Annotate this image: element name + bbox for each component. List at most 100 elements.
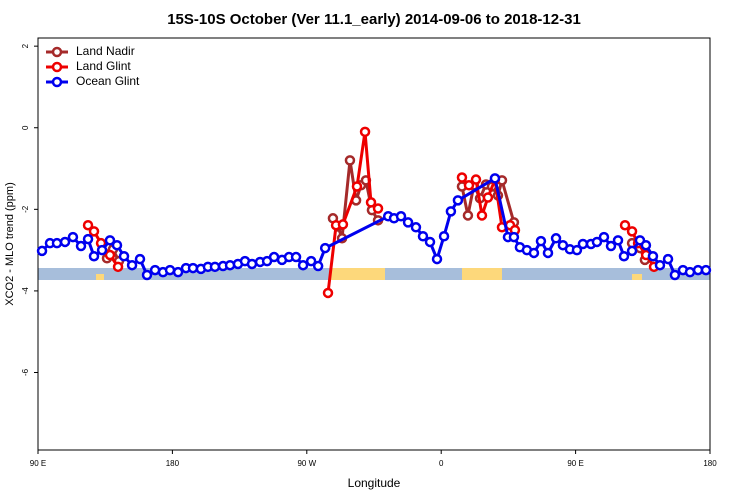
data-point [700, 264, 712, 276]
data-point [598, 231, 610, 243]
data-point [577, 238, 589, 250]
y-tick-label: -2 [21, 205, 30, 213]
land-band [330, 268, 385, 280]
data-point [605, 240, 617, 252]
data-point [550, 233, 562, 244]
x-tick-label: 90 W [297, 459, 316, 468]
land-ocean-band [38, 268, 710, 280]
data-point [618, 250, 630, 262]
x-tick-label: 180 [703, 459, 717, 468]
legend-marker [51, 76, 63, 88]
data-point [372, 203, 384, 214]
data-point [96, 244, 108, 256]
legend-label: Ocean Glint [76, 74, 140, 88]
legend-marker [51, 61, 63, 73]
data-point [619, 219, 631, 231]
data-point [134, 253, 146, 265]
data-point [462, 210, 474, 221]
data-point [508, 231, 520, 243]
data-point [654, 259, 666, 271]
data-point [482, 192, 494, 203]
data-point [297, 259, 309, 271]
data-point [104, 249, 116, 261]
data-point [359, 126, 371, 138]
data-point [684, 266, 696, 278]
data-point [535, 235, 547, 247]
data-point [209, 261, 221, 273]
y-axis-label: XCO2 - MLO trend (ppm) [4, 182, 16, 305]
data-point [476, 210, 488, 221]
plot-frame [37, 37, 711, 451]
data-point [319, 242, 331, 254]
data-point [410, 222, 422, 233]
x-tick-label: 90 E [567, 459, 583, 468]
data-point [118, 250, 130, 262]
data-point [88, 250, 100, 262]
data-point [351, 181, 363, 192]
y-tick-label: -4 [21, 287, 30, 295]
data-point [322, 287, 334, 299]
legend-marker [51, 46, 63, 58]
legend-label: Land Nadir [76, 44, 135, 58]
data-point [489, 173, 501, 184]
data-point [470, 174, 482, 185]
data-point [312, 260, 324, 272]
data-point [172, 266, 184, 278]
data-point [626, 226, 638, 237]
legend-label: Land Glint [76, 59, 131, 73]
x-tick-label: 90 E [30, 459, 46, 468]
data-point [662, 253, 674, 265]
data-point [647, 250, 659, 262]
data-point [463, 180, 475, 191]
data-point [438, 230, 450, 242]
data-point [344, 155, 356, 166]
data-point [290, 251, 302, 263]
land-band [632, 274, 642, 280]
data-point [246, 258, 258, 270]
data-point [104, 235, 116, 246]
y-tick-label: 0 [21, 125, 30, 130]
data-point [112, 261, 124, 273]
data-point [612, 235, 624, 246]
data-point [669, 269, 681, 281]
data-point [424, 236, 436, 248]
data-point [59, 236, 71, 248]
data-point [141, 269, 153, 281]
data-point [126, 259, 138, 271]
data-point [111, 239, 123, 251]
y-tick-label: 2 [21, 43, 30, 48]
data-point [88, 226, 100, 237]
data-point [82, 233, 94, 245]
data-point [51, 237, 63, 249]
data-point [36, 245, 48, 257]
data-point [640, 239, 652, 251]
data-point [224, 259, 236, 271]
data-point [164, 264, 176, 276]
data-point [395, 211, 407, 222]
x-tick-label: 180 [166, 459, 180, 468]
data-point [337, 219, 349, 230]
data-point [365, 197, 377, 208]
land-band [96, 274, 104, 280]
data-point [305, 255, 317, 267]
data-point [402, 217, 414, 228]
data-point [626, 245, 638, 257]
data-point [452, 195, 464, 206]
data-point [445, 206, 457, 217]
data-point [417, 230, 429, 242]
land-band [462, 268, 502, 280]
data-point [82, 219, 94, 231]
data-point [75, 240, 87, 252]
data-point [67, 231, 79, 243]
data-point [528, 247, 540, 259]
data-point [456, 172, 468, 183]
x-tick-label: 0 [439, 459, 444, 468]
data-point [571, 244, 583, 256]
data-point [591, 236, 603, 248]
chart-title: 15S-10S October (Ver 11.1_early) 2014-09… [167, 11, 581, 28]
data-point [542, 247, 554, 259]
x-axis-label: Longitude [348, 476, 401, 490]
y-tick-label: -6 [21, 368, 30, 376]
data-point [431, 253, 443, 265]
